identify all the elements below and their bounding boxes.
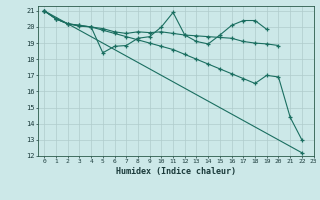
X-axis label: Humidex (Indice chaleur): Humidex (Indice chaleur): [116, 167, 236, 176]
